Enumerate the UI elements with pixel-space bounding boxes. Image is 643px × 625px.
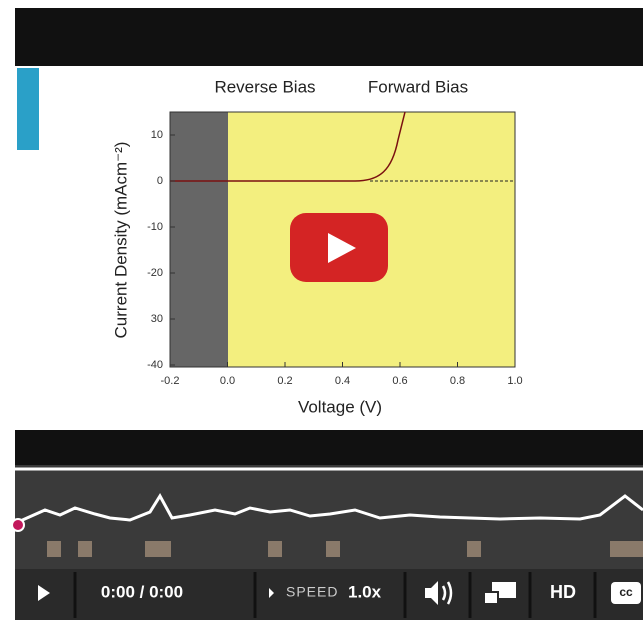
x-tick-label: 0.0	[220, 375, 235, 387]
forward-label: Forward Bias	[368, 77, 468, 96]
hd-button[interactable]: HD	[550, 582, 576, 602]
speed-label[interactable]: SPEED	[286, 584, 338, 600]
x-tick-label: 0.2	[277, 375, 292, 387]
y-tick-label: 0	[157, 175, 163, 187]
y-tick-label: 10	[151, 129, 163, 141]
avatar[interactable]	[467, 541, 481, 557]
x-axis-label: Voltage (V)	[298, 397, 382, 416]
x-tick-label: 0.4	[335, 375, 350, 387]
y-tick-label: -20	[147, 267, 163, 279]
avatar[interactable]	[78, 541, 92, 557]
x-tick-label: 0.6	[392, 375, 407, 387]
avatar[interactable]	[268, 541, 282, 557]
time-display: 0:00 / 0:00	[101, 582, 183, 601]
speed-value[interactable]: 1.0x	[348, 582, 382, 601]
avatar[interactable]	[610, 541, 643, 557]
x-tick-label: 0.8	[450, 375, 465, 387]
y-axis-label: Current Density (mAcm⁻²)	[111, 142, 130, 339]
reverse-region	[170, 112, 228, 367]
video-player: Reverse Bias Forward Bias Voltage (V) Cu…	[0, 0, 643, 620]
cc-label: cc	[619, 585, 633, 599]
avatar[interactable]	[145, 541, 171, 557]
x-tick-label: -0.2	[161, 375, 180, 387]
y-tick-label: 30	[151, 313, 163, 325]
y-tick-label: -40	[147, 359, 163, 371]
playhead[interactable]	[12, 519, 24, 531]
avatar[interactable]	[326, 541, 340, 557]
avatar[interactable]	[47, 541, 61, 557]
reverse-label: Reverse Bias	[214, 77, 315, 96]
y-tick-label: -10	[147, 221, 163, 233]
x-tick-label: 1.0	[507, 375, 522, 387]
slide-accent	[17, 68, 39, 150]
page: Reverse Bias Forward Bias Voltage (V) Cu…	[0, 0, 643, 625]
